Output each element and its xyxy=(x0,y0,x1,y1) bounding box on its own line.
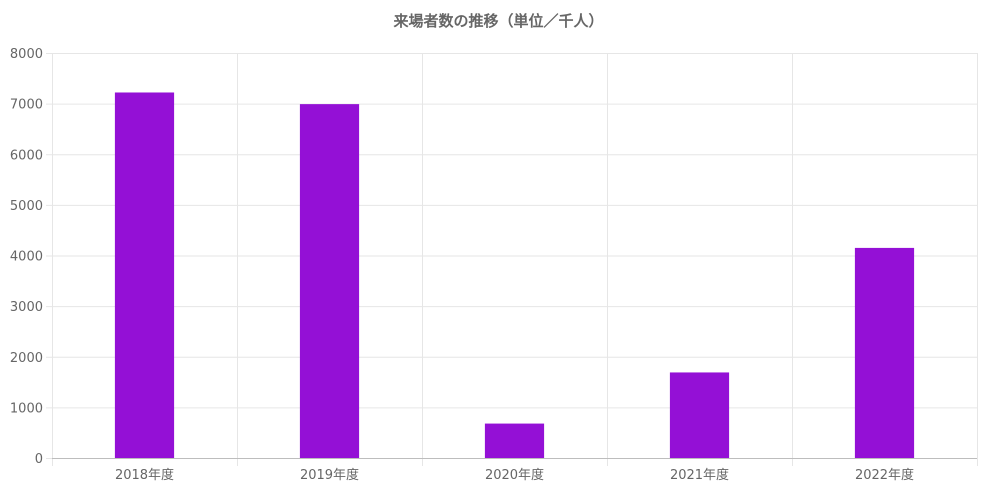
bar-2022年度 xyxy=(854,247,915,458)
y-tick-label: 2000 xyxy=(10,351,43,366)
x-tick-label: 2020年度 xyxy=(485,467,544,483)
x-tick-label: 2018年度 xyxy=(115,467,174,483)
bar-2021年度 xyxy=(669,372,730,458)
y-tick-label: 5000 xyxy=(10,199,43,214)
y-tick-label: 1000 xyxy=(10,401,43,416)
x-tick-label: 2021年度 xyxy=(670,467,729,483)
chart-title: 来場者数の推移（単位／千人） xyxy=(393,12,604,30)
y-tick-label: 3000 xyxy=(10,300,43,315)
y-tick-label: 0 xyxy=(35,452,43,467)
bar-2018年度 xyxy=(114,92,175,459)
x-tick-label: 2022年度 xyxy=(855,467,914,483)
y-tick-label: 7000 xyxy=(10,98,43,113)
bar-2020年度 xyxy=(484,423,545,458)
bar-2019年度 xyxy=(299,104,360,458)
y-tick-label: 6000 xyxy=(10,148,43,163)
x-tick-label: 2019年度 xyxy=(300,467,359,483)
y-tick-label: 4000 xyxy=(10,250,43,265)
y-tick-label: 8000 xyxy=(10,47,43,62)
